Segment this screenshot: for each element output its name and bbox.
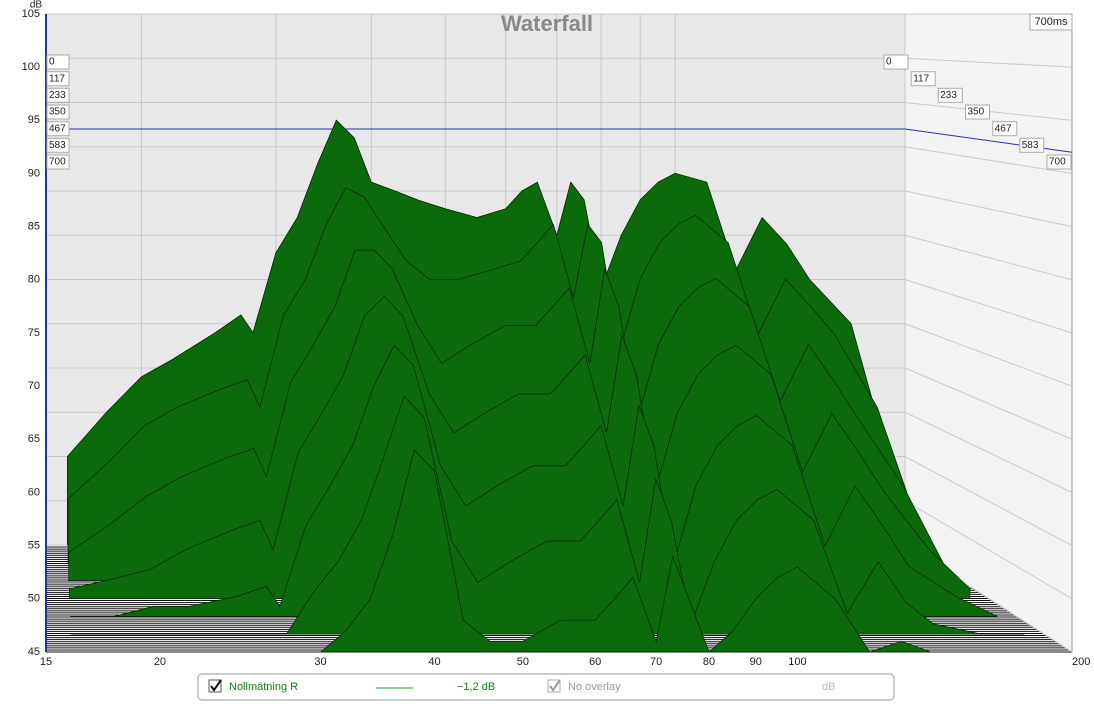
grid-line	[904, 323, 1073, 387]
y-tick-label: 75	[28, 327, 40, 339]
y-tick-label: 80	[28, 274, 40, 286]
x-tick-label: 200 Hz	[1072, 656, 1094, 668]
check-mark	[549, 679, 561, 692]
time-label-box	[965, 104, 990, 120]
time-tick-label: 583	[1022, 140, 1039, 151]
legend: Nollmätning R −1,2 dB No overlay dB	[197, 673, 895, 701]
y-tick-label: 90	[28, 167, 40, 179]
time-label-box	[937, 87, 963, 103]
time-tick-label: 350	[968, 107, 985, 118]
time-tick-label: 233	[940, 90, 957, 101]
legend-unit: dB	[822, 681, 835, 693]
time-tick-label: 117	[913, 73, 929, 84]
legend-offset: −1,2 dB	[457, 681, 495, 693]
x-tick-label: 20	[154, 656, 166, 668]
grid-line	[904, 411, 1073, 493]
x-tick-label: 90	[750, 656, 762, 668]
time-tick-label: 700	[49, 157, 66, 168]
slice	[71, 449, 1052, 653]
time-label-box	[46, 121, 70, 137]
x-tick-label: 80	[703, 656, 715, 668]
x-tick-label: 40	[428, 656, 440, 668]
time-tick-label: 350	[49, 107, 66, 118]
time-label-box	[46, 71, 70, 87]
y-tick-label: 105	[22, 8, 40, 20]
x-tick-label: 30	[314, 656, 326, 668]
legend-overlay: No overlay	[568, 681, 621, 693]
x-tick-label: 60	[589, 656, 601, 668]
time-label-box	[992, 121, 1018, 137]
y-tick-label: 60	[28, 486, 40, 498]
grid-line	[904, 279, 1073, 334]
time-tick-label: 233	[49, 90, 66, 101]
grid-line	[904, 57, 1073, 68]
grid-line	[904, 146, 1073, 174]
time-label-box	[46, 104, 70, 120]
time-tick-label: 700	[1049, 157, 1066, 168]
grid-line	[904, 234, 1073, 281]
legend-series: Nollmätning R	[229, 681, 298, 693]
y-axis-label: dB	[30, 0, 43, 11]
check-mark	[210, 679, 222, 692]
y-tick-label: 100	[22, 61, 40, 73]
time-label-box	[1046, 154, 1072, 170]
legend-box	[197, 673, 895, 701]
time-label-box	[46, 87, 70, 103]
grid-line	[904, 190, 1073, 228]
chart-title: Waterfall	[501, 11, 593, 36]
surface	[67, 119, 1052, 653]
time-tick-label: 467	[49, 123, 66, 134]
time-label-box	[910, 71, 936, 87]
time-tick-label: 0	[49, 57, 55, 68]
time-label-box	[46, 137, 70, 153]
x-tick-label: 15	[40, 656, 52, 668]
y-tick-label: 85	[28, 221, 40, 233]
y-tick-label: 55	[28, 540, 40, 552]
time-tick-label: 467	[995, 123, 1012, 134]
time-tick-label: 583	[49, 140, 66, 151]
y-tick-label: 70	[28, 380, 40, 392]
x-tick-label: 70	[650, 656, 662, 668]
time-label-box	[883, 54, 909, 70]
time-tick-label: 117	[49, 73, 65, 84]
grid-line	[904, 367, 1073, 440]
grid-line	[904, 456, 1073, 547]
time-tick-label: 0	[886, 57, 892, 68]
x-tick-label: 50	[517, 656, 529, 668]
grid-line	[904, 500, 1073, 600]
y-tick-label: 50	[28, 593, 40, 605]
time-label-box	[1019, 137, 1045, 153]
y-tick-label: 45	[28, 646, 40, 658]
time-box	[1029, 13, 1073, 31]
y-tick-label: 65	[28, 433, 40, 445]
time-label-box	[46, 54, 70, 70]
y-tick-label: 95	[28, 114, 40, 126]
time-label-box	[46, 154, 70, 170]
time-label: 700ms	[1034, 16, 1068, 28]
x-tick-label: 100	[788, 656, 806, 668]
